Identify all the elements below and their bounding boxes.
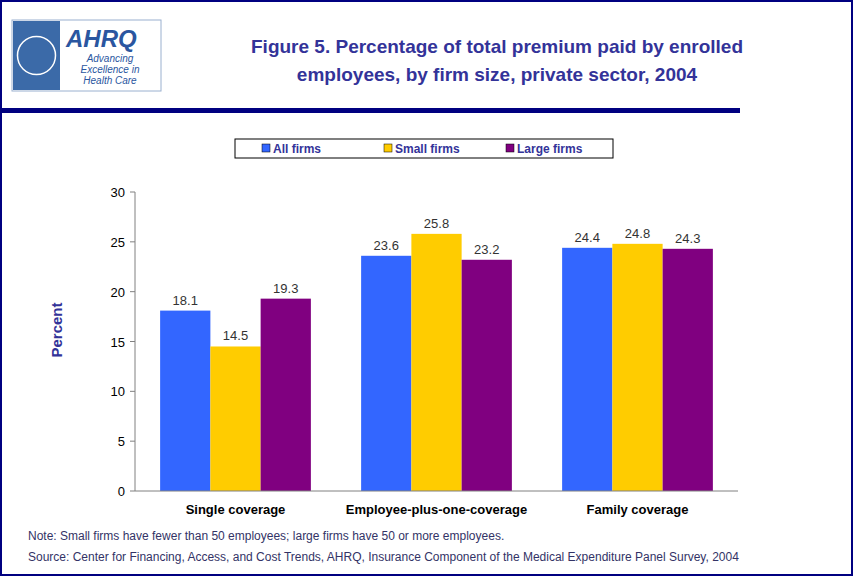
legend-swatch — [384, 144, 392, 152]
chart: AHRQAdvancingExcellence inHealth Care 18.… — [0, 0, 853, 576]
bars — [160, 234, 713, 491]
annotation: Source: Center for Financing, Access, an… — [28, 550, 739, 564]
logo-tagline: Excellence in — [81, 64, 140, 75]
data-label: 19.3 — [273, 281, 298, 296]
y-axis-label: Percent — [48, 302, 65, 357]
y-tick-label: 15 — [111, 335, 125, 350]
y-tick — [130, 341, 135, 342]
y-tick-label: 0 — [118, 484, 125, 499]
logo-tagline: Health Care — [83, 75, 137, 86]
x-tick-label: Single coverage — [186, 502, 286, 517]
legend: All firms Small firms Large firms — [235, 139, 613, 158]
data-label: 23.2 — [474, 242, 499, 257]
data-label: 23.6 — [374, 238, 399, 253]
y-tick — [130, 291, 135, 292]
data-label: 24.3 — [675, 231, 700, 246]
y-tick — [130, 192, 135, 193]
logo-name: AHRQ — [65, 25, 137, 52]
bar — [663, 249, 713, 491]
bar — [361, 256, 411, 491]
data-label: 24.8 — [625, 226, 650, 241]
data-label: 25.8 — [424, 216, 449, 231]
bar — [261, 299, 311, 491]
y-tick-label: 20 — [111, 285, 125, 300]
frame — [1, 1, 852, 575]
y-tick — [130, 241, 135, 242]
bar — [411, 234, 461, 491]
bar — [160, 311, 210, 491]
x-tick-label: Family coverage — [587, 502, 689, 517]
y-tick-label: 25 — [111, 235, 125, 250]
legend-swatch — [262, 144, 270, 152]
data-label: 18.1 — [173, 293, 198, 308]
legend-label: All firms — [273, 142, 321, 156]
header-rule — [0, 108, 740, 113]
y-tick-label: 30 — [111, 185, 125, 200]
data-label: 24.4 — [575, 230, 600, 245]
x-tick-label: Employee-plus-one-coverage — [346, 502, 527, 517]
logo: AHRQAdvancingExcellence inHealth Care — [12, 20, 161, 91]
y-tick — [130, 441, 135, 442]
legend-box — [235, 139, 613, 158]
legend-swatch — [506, 144, 514, 152]
logo-seal-ring — [18, 37, 56, 75]
bar — [462, 260, 512, 491]
data-label: 14.5 — [223, 328, 248, 343]
logo-tagline: Advancing — [86, 53, 134, 64]
y-tick-label: 5 — [118, 434, 125, 449]
y-tick — [130, 491, 135, 492]
logo-seal — [13, 21, 60, 90]
y-tick-label: 10 — [111, 384, 125, 399]
data-labels: 18.1 23.6 24.4 14.5 25.8 24.8 19.3 23.2 24.3 — [173, 216, 701, 344]
chart-title: Figure 5. Percentage of total premium pa… — [197, 33, 797, 89]
legend-label: Small firms — [395, 142, 460, 156]
bar — [612, 244, 662, 491]
bar — [210, 346, 260, 491]
x-axis — [135, 491, 738, 492]
annotation: Note: Small firms have fewer than 50 emp… — [28, 529, 504, 543]
y-tick — [130, 391, 135, 392]
bar — [562, 248, 612, 491]
legend-label: Large firms — [517, 142, 583, 156]
logo-box — [12, 20, 161, 91]
